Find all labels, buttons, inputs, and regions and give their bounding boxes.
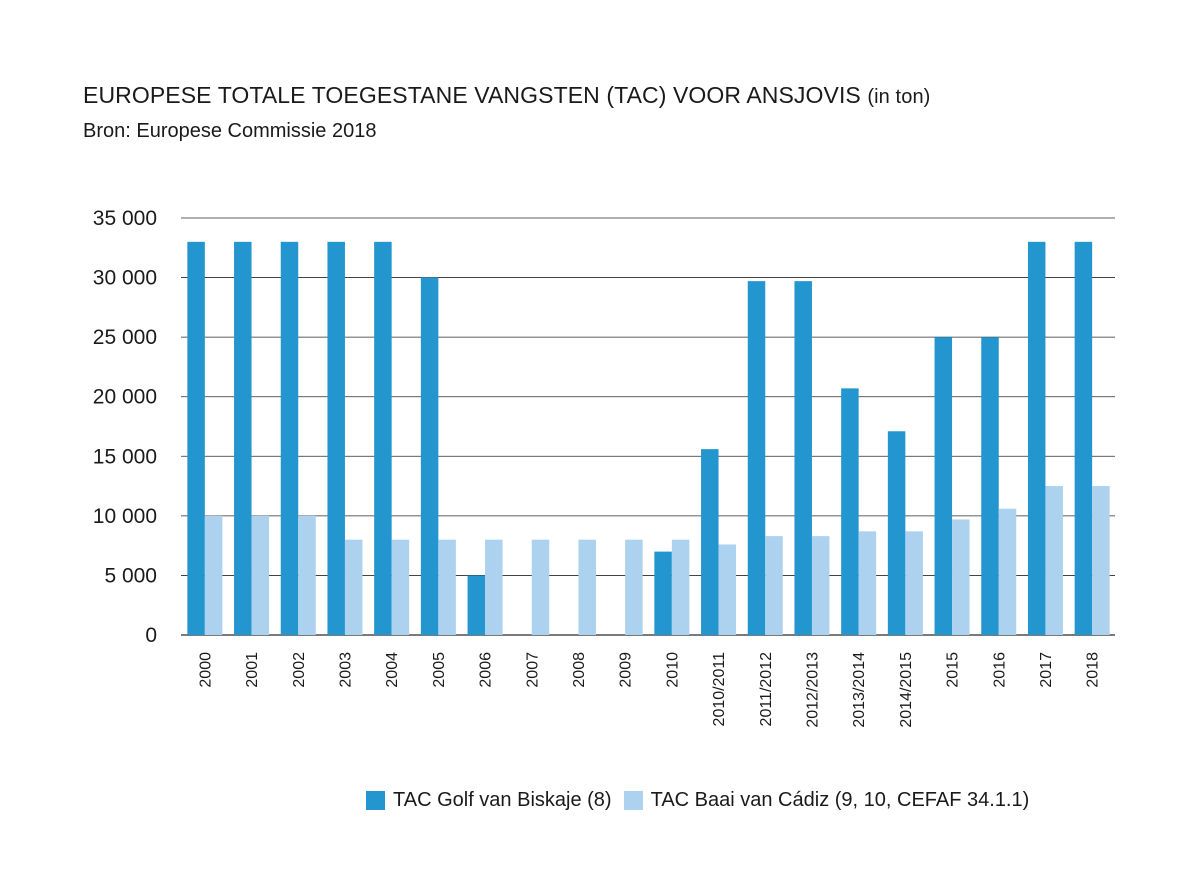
bar-biskaje-2014-2015 (887, 431, 906, 635)
x-tick-label: 2003 (337, 652, 354, 688)
y-tick-label: 0 (145, 624, 157, 647)
bar-cadiz-2009 (625, 539, 643, 635)
bar-cadiz-2013-2014 (858, 531, 877, 635)
y-tick-label: 20 000 (93, 386, 157, 409)
y-tick-label: 25 000 (93, 326, 157, 349)
bar-cadiz-2007 (531, 539, 550, 635)
bar-cadiz-2001 (251, 515, 270, 635)
bar-cadiz-2015 (952, 519, 970, 635)
x-tick-label: 2009 (618, 652, 635, 688)
bar-cadiz-2006 (485, 539, 503, 635)
bar-cadiz-2000 (204, 515, 223, 635)
chart-title-text: EUROPESE TOTALE TOEGESTANE VANGSTEN (TAC… (83, 82, 861, 108)
bar-cadiz-2017 (1045, 486, 1063, 635)
legend-swatch-cadiz (623, 791, 643, 810)
x-tick-label: 2002 (291, 652, 308, 688)
bar-cadiz-2010-2011 (718, 544, 737, 635)
bar-biskaje-2018 (1074, 241, 1093, 636)
bar-biskaje-2000 (187, 241, 205, 636)
x-tick-label: 2007 (524, 652, 541, 688)
bar-biskaje-2010-2011 (701, 449, 719, 635)
legend-label-biskaje: TAC Golf van Biskaje (8) (393, 789, 612, 811)
chart-title: EUROPESE TOTALE TOEGESTANE VANGSTEN (TAC… (83, 82, 930, 109)
legend-label-cadiz: TAC Baai van Cádiz (9, 10, CEFAF 34.1.1) (650, 789, 1030, 811)
bar-biskaje-2006 (467, 575, 486, 635)
chart-subtitle: Bron: Europese Commissie 2018 (83, 120, 377, 142)
x-tick-label: 2017 (1038, 652, 1055, 688)
bar-biskaje-2001 (234, 241, 252, 636)
chart-title-unit: (in ton) (867, 86, 931, 108)
bar-biskaje-2005 (420, 277, 439, 635)
bar-cadiz-2012-2013 (811, 536, 830, 635)
bar-biskaje-2004 (374, 241, 392, 636)
legend-item-biskaje: TAC Golf van Biskaje (8) (366, 789, 612, 812)
bar-cadiz-2002 (298, 515, 316, 635)
x-tick-label: 2015 (945, 652, 962, 688)
x-tick-label: 2006 (478, 652, 495, 688)
bar-cadiz-2011-2012 (765, 536, 783, 635)
x-tick-label: 2013/2014 (851, 652, 868, 728)
bar-biskaje-2003 (327, 241, 345, 636)
bar-cadiz-2014-2015 (905, 531, 923, 635)
bar-cadiz-2003 (344, 539, 363, 635)
x-tick-label: 2004 (384, 652, 401, 688)
bar-cadiz-2016 (998, 508, 1017, 635)
x-tick-label: 2012/2013 (804, 652, 821, 728)
x-tick-label: 2000 (197, 652, 214, 688)
x-tick-label: 2014/2015 (898, 652, 915, 728)
x-tick-label: 2005 (431, 652, 448, 688)
y-tick-label: 10 000 (93, 505, 157, 528)
bar-biskaje-2017 (1027, 241, 1046, 636)
y-tick-label: 5 000 (104, 564, 157, 587)
bar-biskaje-2015 (934, 337, 953, 635)
bar-biskaje-2002 (280, 241, 299, 636)
legend-swatch-biskaje (366, 791, 385, 810)
x-tick-label: 2010/2011 (711, 652, 728, 727)
x-tick-label: 2001 (244, 652, 261, 688)
bar-cadiz-2010 (671, 539, 690, 635)
bar-cadiz-2008 (578, 539, 596, 635)
bar-cadiz-2005 (438, 539, 456, 635)
bar-biskaje-2016 (981, 337, 999, 635)
x-tick-label: 2011/2012 (758, 652, 775, 727)
bar-biskaje-2013-2014 (841, 388, 859, 635)
bar-biskaje-2011-2012 (747, 281, 766, 635)
bar-cadiz-2004 (391, 539, 410, 635)
y-tick-label: 30 000 (93, 267, 157, 290)
x-tick-label: 2018 (1085, 652, 1102, 688)
bar-biskaje-2010 (654, 551, 672, 635)
y-tick-label: 35 000 (93, 207, 157, 230)
y-tick-label: 15 000 (93, 445, 157, 468)
x-tick-label: 2010 (664, 652, 681, 688)
legend-item-cadiz: TAC Baai van Cádiz (9, 10, CEFAF 34.1.1) (623, 789, 1030, 812)
bar-cadiz-2018 (1092, 486, 1110, 635)
x-tick-label: 2016 (991, 652, 1008, 688)
bar-biskaje-2012-2013 (794, 281, 812, 635)
legend: TAC Golf van Biskaje (8) TAC Baai van Cá… (366, 789, 1041, 812)
x-tick-label: 2008 (571, 652, 588, 688)
